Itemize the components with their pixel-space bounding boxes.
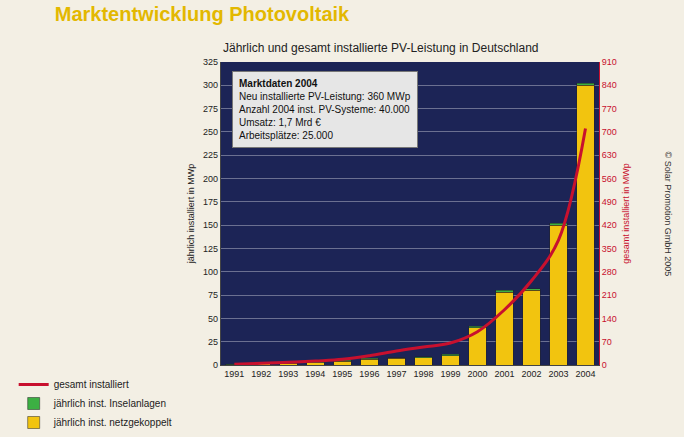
svg-text:50: 50 bbox=[208, 314, 218, 324]
svg-text:1996: 1996 bbox=[359, 369, 379, 379]
svg-text:770: 770 bbox=[602, 104, 617, 114]
svg-text:560: 560 bbox=[602, 174, 617, 184]
svg-text:1994: 1994 bbox=[305, 369, 325, 379]
svg-text:200: 200 bbox=[203, 174, 218, 184]
svg-text:1993: 1993 bbox=[278, 369, 298, 379]
svg-text:490: 490 bbox=[602, 197, 617, 207]
svg-text:0: 0 bbox=[602, 360, 607, 370]
svg-text:Jährlich und gesamt installier: Jährlich und gesamt installierte PV-Leis… bbox=[223, 41, 539, 55]
svg-text:jährlich inst. Inselanlagen: jährlich inst. Inselanlagen bbox=[53, 398, 166, 409]
svg-text:300: 300 bbox=[203, 80, 218, 90]
svg-text:1992: 1992 bbox=[251, 369, 271, 379]
svg-text:Marktdaten 2004Neu installiert: Marktdaten 2004Neu installierte PV-Leist… bbox=[239, 78, 411, 141]
svg-text:420: 420 bbox=[602, 220, 617, 230]
svg-text:© Solar Promotion GmbH 2005: © Solar Promotion GmbH 2005 bbox=[663, 152, 673, 277]
svg-text:2002: 2002 bbox=[521, 369, 541, 379]
svg-text:1997: 1997 bbox=[386, 369, 406, 379]
svg-text:840: 840 bbox=[602, 80, 617, 90]
svg-text:630: 630 bbox=[602, 150, 617, 160]
svg-text:140: 140 bbox=[602, 314, 617, 324]
svg-text:2000: 2000 bbox=[467, 369, 487, 379]
svg-text:1995: 1995 bbox=[332, 369, 352, 379]
svg-text:250: 250 bbox=[203, 127, 218, 137]
svg-text:25: 25 bbox=[208, 337, 218, 347]
svg-text:175: 175 bbox=[203, 197, 218, 207]
svg-text:0: 0 bbox=[213, 360, 218, 370]
svg-text:1991: 1991 bbox=[224, 369, 244, 379]
svg-text:150: 150 bbox=[203, 220, 218, 230]
svg-text:125: 125 bbox=[203, 244, 218, 254]
svg-text:jährlich inst. netzgekoppelt: jährlich inst. netzgekoppelt bbox=[53, 417, 172, 428]
svg-text:jährlich installiert in MWp: jährlich installiert in MWp bbox=[186, 164, 196, 265]
svg-text:gesamt installiert: gesamt installiert bbox=[54, 379, 129, 390]
svg-text:210: 210 bbox=[602, 290, 617, 300]
svg-text:2001: 2001 bbox=[494, 369, 514, 379]
svg-text:75: 75 bbox=[208, 290, 218, 300]
svg-text:1998: 1998 bbox=[413, 369, 433, 379]
svg-text:325: 325 bbox=[203, 57, 218, 67]
svg-text:225: 225 bbox=[203, 150, 218, 160]
svg-text:700: 700 bbox=[602, 127, 617, 137]
svg-text:2004: 2004 bbox=[575, 369, 595, 379]
svg-text:1999: 1999 bbox=[440, 369, 460, 379]
svg-text:gesamt installiert in MWp: gesamt installiert in MWp bbox=[621, 163, 631, 264]
svg-text:275: 275 bbox=[203, 104, 218, 114]
svg-text:910: 910 bbox=[602, 57, 617, 67]
svg-text:350: 350 bbox=[602, 244, 617, 254]
svg-text:100: 100 bbox=[203, 267, 218, 277]
svg-text:2003: 2003 bbox=[548, 369, 568, 379]
svg-text:280: 280 bbox=[602, 267, 617, 277]
svg-text:70: 70 bbox=[602, 337, 612, 347]
svg-text:Marktentwicklung Photovoltaik: Marktentwicklung Photovoltaik bbox=[55, 3, 350, 25]
